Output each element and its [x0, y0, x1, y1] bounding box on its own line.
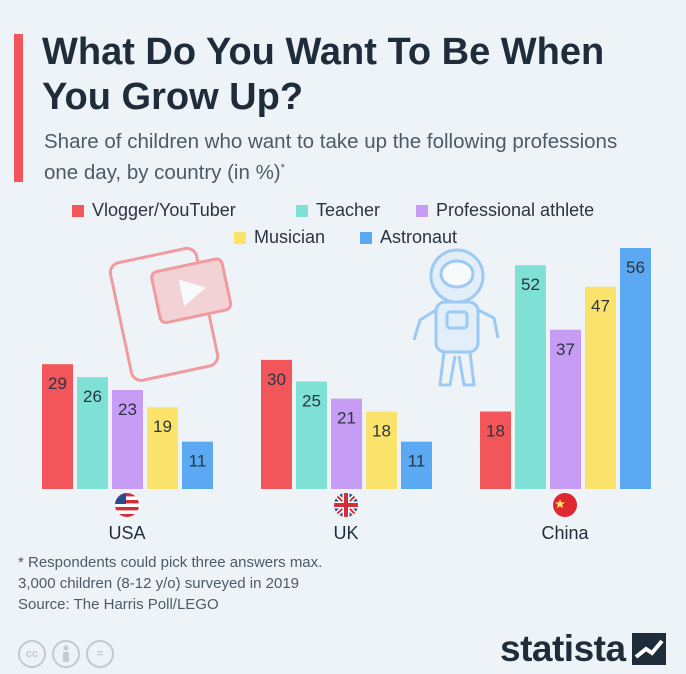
legend-swatch [360, 232, 372, 244]
value-labels: 29 26 23 19 11 30 25 21 18 11 18 52 37 47 56 [48, 258, 645, 471]
statista-mark-icon [631, 633, 666, 665]
legend-label: Professional athlete [436, 200, 594, 220]
bar-uk-astronaut [401, 441, 432, 489]
category-label-uk: UK [333, 523, 358, 543]
legend-item-musician: Musician [234, 227, 325, 247]
phone-video-icon [108, 246, 233, 382]
data-label: 21 [337, 409, 356, 428]
legend-item-vlogger-youtuber: Vlogger/YouTuber [72, 200, 236, 220]
bar-usa-teacher [77, 377, 108, 489]
legend-label: Vlogger/YouTuber [92, 200, 236, 220]
data-label: 47 [591, 297, 610, 316]
category-label-china: China [541, 523, 589, 543]
footnote-sample: 3,000 children (8-12 y/o) surveyed in 20… [18, 575, 300, 592]
data-label: 23 [118, 400, 137, 419]
bar-uk-teacher [296, 381, 327, 489]
data-label: 30 [267, 370, 286, 389]
china-flag-icon [553, 493, 577, 517]
bar-uk-vlogger-youtuber [261, 359, 292, 489]
bar-usa-astronaut [182, 441, 213, 489]
legend-item-astronaut: Astronaut [360, 227, 457, 247]
footnote-source: Source: The Harris Poll/LEGO [18, 596, 219, 613]
bar-china-teacher [515, 265, 546, 489]
license-icons: cc = [18, 640, 114, 668]
bar-usa-professional-athlete [112, 390, 143, 489]
statista-logo[interactable]: statista [500, 628, 666, 670]
uk-flag-icon [334, 493, 358, 517]
footnotes: * Respondents could pick three answers m… [18, 552, 518, 615]
no-derivatives-icon[interactable]: = [86, 640, 114, 668]
subtitle-footnote-marker: * [280, 162, 285, 174]
legend: Vlogger/YouTuber Teacher Professional athl… [72, 200, 594, 247]
astronaut-icon [412, 248, 500, 387]
data-label: 56 [626, 258, 645, 277]
legend-label: Astronaut [380, 227, 457, 247]
legend-item-teacher: Teacher [296, 200, 380, 220]
data-label: 37 [556, 340, 575, 359]
accent-bar [14, 34, 23, 182]
data-label: 26 [83, 387, 102, 406]
data-label: 18 [372, 422, 391, 441]
data-label: 19 [153, 417, 172, 436]
page-title: What Do You Want To Be When You Grow Up? [42, 31, 605, 118]
bar-china-vlogger-youtuber [480, 411, 511, 489]
footnote-respondents: * Respondents could pick three answers m… [18, 554, 323, 571]
creative-commons-icon[interactable]: cc [18, 640, 46, 668]
bar-uk-musician [366, 411, 397, 489]
data-label: 18 [486, 422, 505, 441]
country-labels: USA UK China [108, 523, 589, 543]
legend-label: Musician [254, 227, 325, 247]
legend-item-professional-athlete: Professional athlete [416, 200, 594, 220]
legend-swatch [416, 205, 428, 217]
bar-china-musician [585, 286, 616, 489]
legend-swatch [296, 205, 308, 217]
bar-usa-vlogger-youtuber [42, 364, 73, 489]
brand-name: statista [500, 628, 626, 669]
bar-uk-professional-athlete [331, 398, 362, 489]
legend-swatch [234, 232, 246, 244]
category-label-usa: USA [108, 523, 145, 543]
data-label: 52 [521, 275, 540, 294]
legend-label: Teacher [316, 200, 380, 220]
attribution-icon[interactable] [52, 640, 80, 668]
bar-china-astronaut [620, 248, 651, 489]
page-subtitle: Share of children who want to take up th… [44, 128, 644, 186]
data-label: 25 [302, 391, 321, 410]
bar-china-professional-athlete [550, 329, 581, 489]
data-label: 11 [408, 452, 426, 471]
usa-flag-icon [115, 493, 139, 517]
bar-usa-musician [147, 407, 178, 489]
chart: Vlogger/YouTuber Teacher Professional athl… [42, 200, 651, 543]
subtitle-text: Share of children who want to take up th… [44, 130, 618, 184]
data-label: 29 [48, 374, 67, 393]
legend-swatch [72, 205, 84, 217]
bars [42, 248, 651, 489]
data-label: 11 [189, 452, 207, 471]
